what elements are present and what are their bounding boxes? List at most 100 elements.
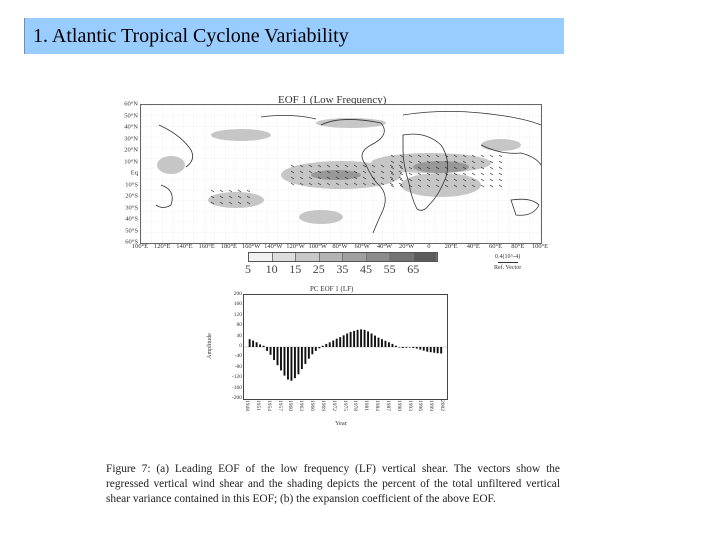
reference-vector-value: 0.4(10^-4) — [494, 254, 521, 260]
wind-vector-arrow — [462, 166, 467, 170]
lat-label: 20°S — [125, 192, 138, 200]
wind-vector-arrow — [380, 182, 385, 186]
pc-bar — [339, 337, 342, 347]
x-tick-label: 1990 — [395, 400, 402, 411]
pc-bar — [283, 347, 286, 376]
pc-bar — [293, 347, 296, 379]
pc-y-ticks: 200 160 120 80 40 0 -40 -80 -120 -160 -200 — [220, 291, 243, 401]
wind-vector-arrow — [219, 189, 224, 193]
wind-vector-arrow — [426, 166, 431, 170]
reference-vector: 0.4(10^-4) Ref. Vector — [494, 254, 521, 271]
x-tick-label: 1963 — [298, 400, 305, 411]
pc-bar — [280, 347, 282, 371]
x-tick-label: 1969 — [319, 400, 326, 411]
x-tick-label: 1999 — [428, 400, 435, 411]
wind-vector-arrow — [390, 154, 395, 158]
wind-vector-arrow — [408, 166, 413, 170]
wind-vector-arrow — [444, 166, 449, 170]
wind-vector-arrow — [390, 160, 395, 164]
wind-vector-arrow — [219, 201, 224, 205]
lat-label: 60°S — [125, 238, 138, 246]
pc-bar — [297, 347, 300, 375]
pc-bar — [255, 342, 258, 347]
wind-vector-arrow — [498, 166, 503, 170]
lon-label: 180°E — [220, 243, 238, 250]
pc-bar — [252, 340, 255, 347]
wind-vector-arrow — [390, 166, 395, 170]
wind-vector-arrow — [480, 154, 485, 158]
lon-label: 40°E — [466, 243, 480, 250]
wind-vector-arrow — [462, 172, 467, 176]
pc-bar — [377, 337, 380, 347]
y-tick-label: 40 — [236, 332, 243, 339]
wind-vector-arrow — [353, 176, 358, 180]
pc-bar — [367, 331, 370, 347]
wind-vector-arrow — [471, 154, 476, 158]
pc-bar — [328, 342, 331, 347]
colorbar-swatch — [390, 253, 414, 261]
wind-vector-arrow — [417, 154, 422, 158]
pc-bar — [419, 347, 422, 350]
pc-bar — [346, 333, 349, 347]
x-tick-label: 2002 — [439, 400, 445, 411]
pc-bar — [318, 347, 321, 349]
wind-vector-arrow — [344, 164, 349, 168]
wind-vector-arrow — [317, 164, 322, 168]
wind-vector-arrow — [417, 160, 422, 164]
wind-vector-arrow — [371, 182, 376, 186]
lat-label: 20°N — [124, 146, 138, 154]
pc-bar — [433, 347, 436, 353]
wind-vector-arrow — [353, 170, 358, 174]
wind-vector-arrow — [380, 170, 385, 174]
y-tick-label: -160 — [231, 384, 242, 391]
lon-label: 100°E — [531, 243, 549, 250]
lon-label: 100°E — [131, 243, 149, 250]
wind-vector-arrow — [489, 154, 494, 158]
wind-vector-arrow — [489, 160, 494, 164]
wind-vector-arrow — [444, 178, 449, 182]
wind-vector-arrow — [299, 182, 304, 186]
x-tick-label: 1993 — [406, 400, 413, 411]
wind-vector-arrow — [408, 184, 413, 188]
slide-title: 1. Atlantic Tropical Cyclone Variability — [24, 18, 564, 54]
wind-vector-arrow — [444, 160, 449, 164]
pc-bar — [342, 335, 345, 347]
wind-vector-arrow — [462, 160, 467, 164]
wind-vector-arrow — [426, 178, 431, 182]
pc-bar — [415, 347, 418, 349]
x-tick-label: 1975 — [341, 400, 348, 411]
wind-vector-arrow — [335, 182, 340, 186]
wind-vector-arrow — [335, 176, 340, 180]
pc-x-ticks: 1948 1951 1954 1957 1960 1963 1966 1969 1972 1975… — [243, 400, 446, 420]
pc-bar — [273, 347, 275, 360]
lat-label: 40°S — [125, 215, 138, 223]
map-title: EOF 1 (Low Frequency) — [278, 94, 387, 106]
pc-bar — [276, 347, 279, 366]
colorbar-swatch — [343, 253, 367, 261]
lat-label: 60°N — [124, 100, 138, 108]
pc-bar — [440, 347, 443, 354]
x-tick-label: 1954 — [265, 400, 272, 411]
pc-bar — [387, 342, 390, 347]
x-tick-label: 1948 — [244, 400, 250, 411]
pc-bar — [307, 347, 310, 359]
wind-vector-arrow — [408, 172, 413, 176]
wind-vector-arrow — [326, 182, 331, 186]
pc-bar — [290, 347, 293, 381]
pc-chart-title: PC EOF 1 (LF) — [310, 285, 354, 293]
pc-bar — [325, 343, 328, 347]
wind-vector-arrow — [228, 195, 233, 199]
colorbar — [248, 252, 438, 262]
lat-label: 10°N — [124, 158, 138, 165]
wind-vector-arrow — [489, 184, 494, 188]
colorbar-swatch — [366, 253, 390, 261]
wind-vector-arrow — [399, 166, 404, 170]
pc-bar — [314, 347, 317, 351]
lon-label: 140°W — [264, 243, 283, 250]
pc-bar — [374, 335, 376, 347]
pc-bar — [304, 347, 307, 364]
wind-vector-arrow — [489, 166, 494, 170]
wind-vector-arrow — [399, 160, 404, 164]
pc-bar — [360, 329, 363, 347]
wind-vector-arrow — [390, 172, 395, 176]
